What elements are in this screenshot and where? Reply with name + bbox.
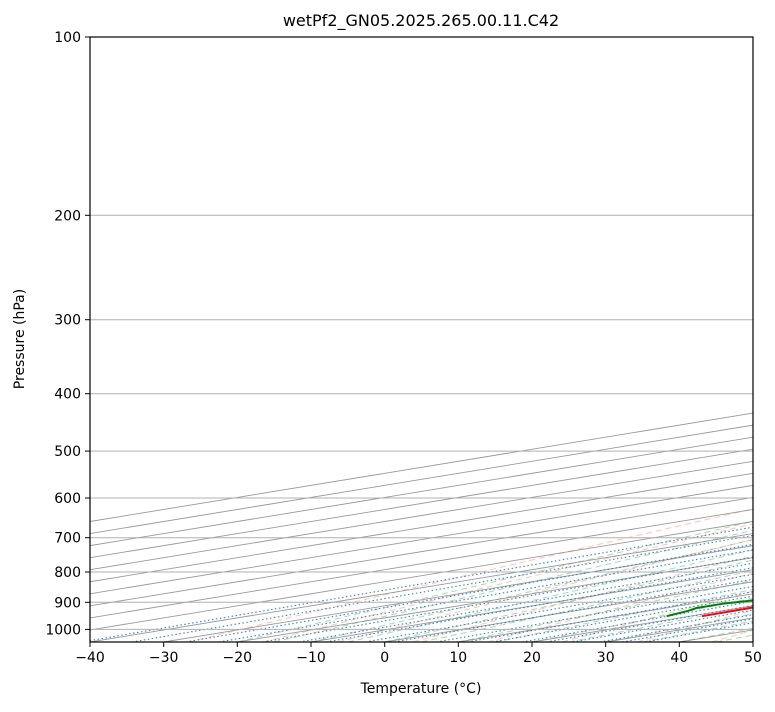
x-tick-label: 0	[380, 650, 389, 666]
background-lines	[0, 37, 775, 642]
y-axis: 100 200 300 400 500 600 700 800 900 1000	[45, 30, 90, 638]
x-tick-label: −10	[296, 650, 326, 666]
isotherm-line	[458, 37, 775, 642]
x-tick-label: 50	[744, 650, 762, 666]
moist-adiabat-line	[606, 37, 775, 642]
y-tick-label: 300	[54, 313, 81, 329]
x-tick-label: 40	[670, 650, 688, 666]
moist-adiabat-line	[458, 37, 775, 642]
isotherm-line	[90, 37, 775, 642]
y-tick-label: 1000	[45, 622, 81, 638]
isotherm-line	[0, 37, 775, 642]
x-tick-label: −40	[75, 650, 105, 666]
x-tick-label: 30	[597, 650, 615, 666]
isotherm-line	[0, 37, 775, 642]
isotherm-line	[0, 37, 775, 642]
x-tick-label: −20	[223, 650, 253, 666]
isotherm-line	[0, 37, 775, 642]
y-tick-label: 400	[54, 387, 81, 403]
x-axis: −40 −30 −20 −10 0 10 20 30 40 50	[75, 642, 762, 666]
x-tick-label: 20	[523, 650, 541, 666]
isotherm-line	[679, 37, 775, 642]
y-tick-label: 600	[54, 491, 81, 507]
series-layer	[667, 37, 775, 616]
x-tick-label: −30	[149, 650, 179, 666]
isotherm-line	[0, 37, 775, 642]
moist-adiabat-line	[422, 37, 775, 642]
moist-adiabat-line	[716, 37, 775, 642]
dry-adiabat-line	[637, 37, 775, 642]
isotherm-line	[0, 37, 775, 642]
y-tick-label: 500	[54, 444, 81, 460]
isotherm-line	[0, 37, 775, 642]
isotherm-line	[0, 37, 775, 642]
isotherm-line	[606, 37, 775, 642]
x-axis-label: Temperature (°C)	[360, 681, 482, 697]
y-tick-label: 900	[54, 595, 81, 611]
mixing-ratio-line	[622, 446, 775, 642]
temperature-profile-line	[702, 37, 775, 616]
y-tick-label: 200	[54, 208, 81, 224]
y-tick-label: 800	[54, 565, 81, 581]
isotherm-line	[0, 37, 775, 642]
moist-adiabat-line	[311, 37, 775, 642]
dewpoint-profile-line	[667, 37, 775, 616]
moist-adiabat-line	[643, 37, 775, 642]
y-axis-label: Pressure (hPa)	[12, 289, 28, 389]
isotherm-line	[164, 37, 775, 642]
moist-adiabat-line	[679, 37, 775, 642]
moist-adiabat-line	[237, 37, 775, 642]
isotherm-line	[753, 37, 775, 642]
chart-title: wetPf2_GN05.2025.265.00.11.C42	[283, 11, 559, 31]
dry-adiabat-line	[264, 37, 775, 642]
dry-adiabat-line	[338, 37, 775, 642]
dry-adiabat-line	[562, 37, 775, 642]
y-tick-label: 100	[54, 30, 81, 46]
y-tick-label: 700	[54, 531, 81, 547]
x-tick-label: 10	[449, 650, 467, 666]
isotherm-line	[237, 37, 775, 642]
dry-adiabat-line	[488, 37, 775, 642]
